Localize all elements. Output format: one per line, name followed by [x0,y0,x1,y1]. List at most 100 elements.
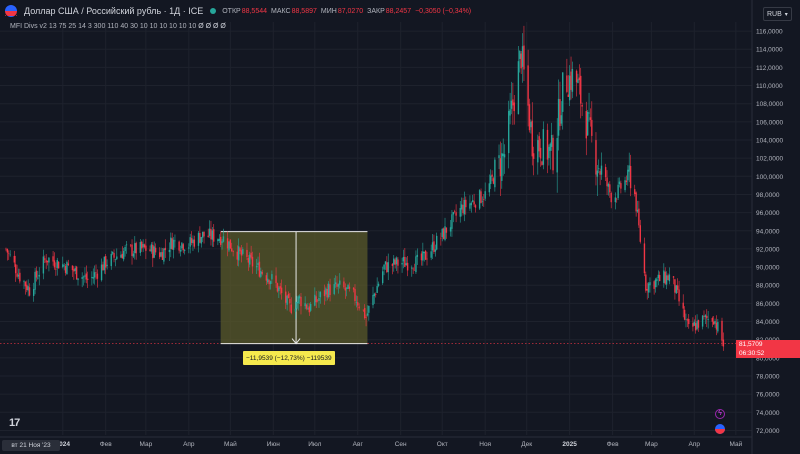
lightning-event-icon[interactable]: ϟ [715,409,725,419]
candle-body-up [267,278,269,283]
candle-body-up [665,275,668,285]
candle-body-up [132,253,135,257]
candle-body-up [377,283,380,286]
candle-body-down [386,262,388,273]
candle-body-up [257,262,259,266]
candle-body-up [451,214,453,229]
y-tick-label: 112,0000 [756,65,783,72]
candle-body-down [674,279,676,293]
candle-body-down [354,289,356,302]
candle-body-down [491,174,493,177]
candle-body-down [5,248,7,250]
candle-body-up [501,153,503,181]
chevron-down-icon: ▾ [784,11,788,18]
y-tick-label: 84,0000 [756,319,780,326]
y-tick-label: 76,0000 [756,392,780,399]
symbol-title[interactable]: Доллар США / Российский рубль · 1Д · ICE [24,6,204,16]
candle-body-up [517,61,520,115]
y-tick-label: 78,0000 [756,374,780,381]
measure-box[interactable] [220,231,368,345]
candle-body-down [276,283,279,292]
candle-body-down [440,237,442,239]
candle-body-up [459,207,461,217]
candle-body-down [71,265,74,271]
candle-body-up [588,112,590,114]
candle-body-down [73,269,75,272]
y-tick-label: 100,0000 [756,174,783,181]
candle-body-up [368,305,370,313]
candle-body-down [703,316,705,317]
candle-body-down [171,238,173,250]
candle-body-down [53,260,56,268]
candle-body-down [280,287,283,294]
candle-body-down [75,266,78,280]
currency-button[interactable]: RUB ▾ [763,7,792,21]
candle-body-up [636,209,639,212]
candle-body-up [37,277,39,279]
candle-body-up [494,159,496,188]
us-flag-event-icon[interactable] [715,424,725,434]
candles [5,25,725,351]
y-axis[interactable]: 72,000074,000076,000078,000080,000082,00… [751,0,800,454]
candle-body-down [604,167,607,178]
candle-body-up [48,257,50,263]
candle-body-down [658,274,661,282]
close-label: ЗАКР [367,7,385,15]
candle-body-down [229,239,232,249]
candle-body-up [183,249,186,251]
candle-body-up [701,315,704,327]
candle-body-down [643,243,646,274]
candle-body-down [706,315,708,319]
candle-body-down [164,247,166,251]
candle-body-up [84,275,86,277]
x-tick-label: Май [729,440,742,448]
candle-body-down [19,272,21,282]
candle-body-down [638,208,640,226]
candle-body-down [474,205,477,208]
x-axis[interactable]: 2024 Фев Мар Апр Май Июн Июл Авг Сен Окт Ноя Дек 202… [0,436,752,448]
indicator-legend[interactable]: MFI Divs v2 13 75 25 14 3 300 110 40 30 … [10,23,226,30]
candle-body-down [24,281,27,287]
candle-body-up [373,293,376,297]
candle-body-up [211,230,214,240]
candle-body-down [279,286,281,289]
y-axis-panel [752,0,800,454]
candle-body-up [77,278,79,281]
tradingview-logo-icon[interactable]: 17 [9,417,20,429]
candle-body-up [92,277,94,279]
candle-body-down [240,250,243,256]
candle-body-up [82,276,85,278]
candle-body-up [217,239,219,242]
candle-body-down [599,171,601,175]
candle-body-up [530,121,532,128]
candle-body-up [624,180,626,191]
candle-body-up [381,271,384,284]
candle-body-up [395,257,398,265]
indicator-name: MFI Divs v2 [10,23,47,30]
candle-body-down [465,199,467,208]
candle-body-up [228,241,230,251]
currency-label: RUB [767,10,782,18]
candle-body-up [150,244,153,252]
candle-body-down [639,225,641,242]
candle-body-down [290,304,292,314]
candle-body-up [548,146,550,159]
candle-body-down [620,183,622,189]
candle-body-down [653,281,655,289]
candle-body-up [542,129,545,165]
candle-body-up [319,292,322,298]
candle-body-up [478,190,481,209]
candle-body-up [444,226,446,240]
candle-body-down [300,296,302,307]
candle-body-down [455,212,457,216]
candle-body-up [345,287,348,289]
candle-body-up [431,242,434,251]
candle-body-down [406,262,409,271]
close-value: 88,2457 [385,7,412,15]
candle-body-up [100,264,103,281]
candle-body-down [711,317,713,322]
candle-body-up [549,143,551,151]
candle-body-up [618,181,621,185]
candle-body-down [692,323,694,327]
